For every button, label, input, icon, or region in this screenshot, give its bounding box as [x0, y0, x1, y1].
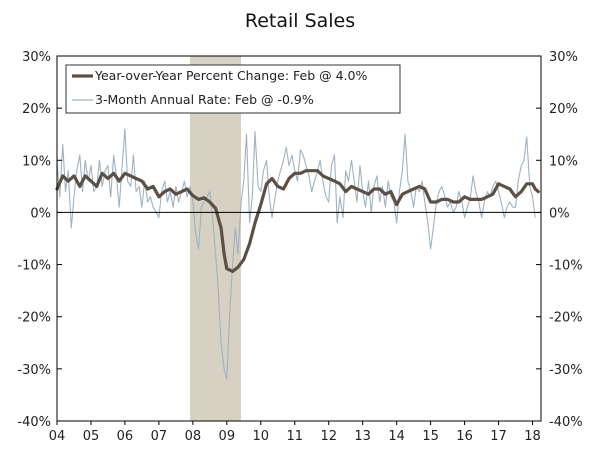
x-tick-label: 13 [354, 429, 371, 444]
series-layer [55, 128, 540, 380]
y-tick-label-right: -40% [549, 415, 583, 430]
chart-title: Retail Sales [245, 10, 355, 32]
x-tick-label: 11 [286, 429, 303, 444]
legend-label-3month: 3-Month Annual Rate: Feb @ -0.9% [95, 92, 314, 107]
y-tick-label-left: -30% [17, 363, 51, 378]
plot-frame [56, 55, 542, 422]
legend-label-yoy: Year-over-Year Percent Change: Feb @ 4.0… [94, 68, 367, 83]
y-tick-label-left: -40% [17, 415, 51, 430]
x-tick-label: 04 [49, 429, 66, 444]
legend: Year-over-Year Percent Change: Feb @ 4.0… [65, 64, 401, 114]
y-tick-label-left: -10% [17, 259, 51, 274]
y-tick-label-right: 20% [549, 102, 578, 117]
y-tick-label-left: 30% [22, 50, 51, 65]
y-tick-label-right: -10% [549, 259, 583, 274]
y-tick-label-left: 20% [22, 102, 51, 117]
series-line-yoy [55, 169, 540, 273]
x-tick-label: 08 [185, 429, 202, 444]
recession-shading [190, 56, 241, 421]
x-tick-label: 14 [388, 429, 405, 444]
x-tick-label: 09 [219, 429, 236, 444]
axis-layer: 30% 30% 20% 20% 10% 10% 0% 0% -10% -10% -20% -20% -3… [17, 50, 582, 444]
y-tick-label-left: 10% [22, 154, 51, 169]
y-tick-label-right: 0% [549, 206, 570, 221]
x-tick-label: 16 [456, 429, 473, 444]
y-tick-label-right: -30% [549, 363, 583, 378]
legend-box [65, 64, 401, 114]
y-tick-label-left: 0% [30, 206, 51, 221]
x-tick-label: 17 [490, 429, 507, 444]
series-line-3month [56, 128, 536, 380]
x-tick-label: 10 [253, 429, 270, 444]
y-tick-label-left: -20% [17, 311, 51, 326]
y-tick-label-right: -20% [549, 311, 583, 326]
x-tick-label: 15 [422, 429, 439, 444]
x-tick-label: 06 [117, 429, 134, 444]
x-tick-label: 05 [83, 429, 100, 444]
y-tick-label-right: 10% [549, 154, 578, 169]
x-tick-label: 07 [151, 429, 168, 444]
x-tick-label: 12 [320, 429, 337, 444]
y-tick-label-right: 30% [549, 50, 578, 65]
x-tick-label: 18 [524, 429, 541, 444]
